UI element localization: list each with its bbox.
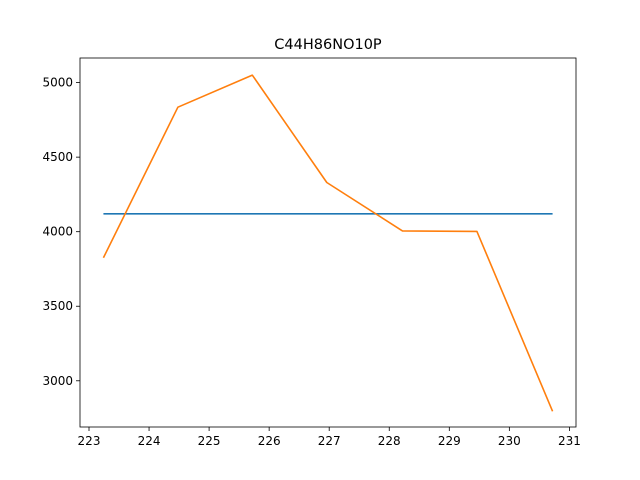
y-axis: 3000 3500 4000 4500 5000 xyxy=(42,76,80,388)
series-layer xyxy=(102,74,554,412)
y-tick-label-1: 3500 xyxy=(42,299,73,313)
y-tick-label-3: 4500 xyxy=(42,150,73,164)
x-tick-label-4: 227 xyxy=(318,434,341,448)
x-tick-label-1: 224 xyxy=(138,434,161,448)
series-line-1 xyxy=(102,74,554,412)
x-tick-label-0: 223 xyxy=(78,434,101,448)
x-tick-label-8: 231 xyxy=(558,434,581,448)
x-axis: 223 224 225 226 227 228 229 230 231 xyxy=(78,427,581,448)
x-tick-label-7: 230 xyxy=(498,434,521,448)
x-tick-label-5: 228 xyxy=(378,434,401,448)
y-tick-label-4: 5000 xyxy=(42,76,73,90)
y-tick-label-0: 3000 xyxy=(42,374,73,388)
plot-frame xyxy=(79,57,577,428)
y-tick-label-2: 4000 xyxy=(42,225,73,239)
chart-title: C44H86NO10P xyxy=(274,37,382,53)
x-tick-label-3: 226 xyxy=(258,434,281,448)
x-tick-label-2: 225 xyxy=(198,434,221,448)
x-tick-label-6: 229 xyxy=(438,434,461,448)
